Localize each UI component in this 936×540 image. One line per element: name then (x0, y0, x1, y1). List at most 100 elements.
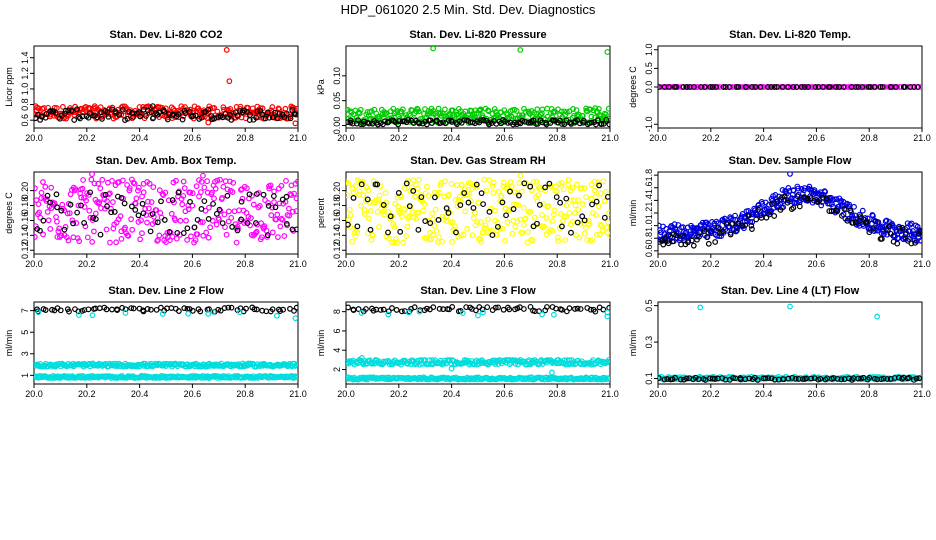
data-point (118, 236, 125, 242)
data-point (485, 216, 491, 223)
y-tick-label: 2 (332, 367, 342, 372)
data-point (915, 231, 922, 237)
data-point (224, 186, 231, 193)
data-point (793, 84, 800, 90)
data-point (198, 178, 205, 185)
x-tick-label: 20.6 (808, 259, 826, 269)
data-point (104, 203, 110, 210)
data-point (607, 232, 610, 239)
data-point (696, 233, 702, 240)
data-point (278, 215, 285, 222)
data-point (765, 375, 772, 381)
data-point (533, 178, 540, 185)
data-point (228, 304, 235, 311)
data-point (894, 240, 901, 247)
data-point (598, 222, 605, 229)
data-point (499, 225, 506, 232)
data-point (884, 376, 891, 382)
data-point (380, 211, 387, 218)
data-point (136, 104, 143, 110)
data-point (442, 178, 448, 185)
y-tick-label: 1.2 (644, 207, 654, 220)
data-point (588, 181, 595, 188)
data-point (189, 190, 196, 197)
y-tick-label: 1.6 (644, 182, 654, 195)
y-tick-label: 0.14 (332, 227, 342, 245)
data-point (35, 105, 42, 112)
data-point (295, 178, 298, 185)
data-point (531, 214, 538, 221)
data-point (219, 220, 226, 227)
data-point (389, 305, 395, 311)
data-point (513, 108, 520, 114)
y-tick-label: 7 (20, 308, 30, 313)
data-point (917, 237, 922, 244)
data-point (771, 213, 778, 219)
y-tick-label: 5 (20, 330, 30, 335)
data-point (468, 185, 475, 192)
data-point (243, 305, 249, 312)
data-point (58, 207, 65, 214)
x-tick-label: 21.0 (601, 133, 619, 143)
data-point (470, 215, 477, 221)
data-point (730, 375, 737, 381)
x-tick-label: 20.4 (131, 389, 149, 399)
data-point (128, 305, 135, 312)
data-point (701, 84, 708, 90)
data-point (484, 304, 491, 311)
data-point (139, 230, 145, 237)
data-point (286, 212, 293, 219)
data-point (883, 217, 890, 224)
data-point (269, 306, 276, 313)
x-tick-label: 21.0 (913, 133, 931, 143)
data-point (572, 202, 579, 209)
data-point (501, 237, 508, 244)
data-point (774, 198, 781, 205)
series-magenta (34, 172, 298, 246)
outlier-point (149, 103, 156, 110)
data-point (536, 201, 543, 208)
data-point (841, 206, 848, 212)
data-point (544, 105, 551, 112)
y-tick-label: 1.0 (644, 219, 654, 232)
data-point (152, 219, 159, 225)
data-point (812, 84, 819, 90)
outlier-point (787, 172, 793, 177)
data-point (520, 306, 527, 312)
data-point (805, 84, 811, 90)
data-point (36, 209, 42, 216)
data-point (473, 181, 480, 188)
data-point (146, 180, 153, 187)
data-point (259, 111, 266, 118)
data-point (589, 201, 595, 208)
data-point (826, 208, 833, 214)
data-point (92, 216, 99, 222)
data-point (581, 217, 588, 224)
data-point (185, 206, 192, 213)
data-point (768, 375, 775, 382)
data-point (564, 109, 570, 116)
data-point (129, 176, 135, 183)
x-tick-label: 20.0 (649, 133, 667, 143)
data-point (229, 224, 236, 230)
data-point (220, 104, 227, 111)
data-point (733, 227, 740, 234)
data-point (520, 222, 527, 228)
data-point (436, 305, 443, 312)
data-point (350, 195, 357, 201)
data-point (411, 304, 418, 311)
data-point (366, 120, 372, 127)
data-point (144, 219, 150, 226)
data-point (361, 211, 368, 217)
x-tick-label: 20.6 (496, 389, 514, 399)
data-point (264, 109, 271, 116)
data-point (44, 192, 51, 199)
data-point (428, 236, 435, 243)
data-point (35, 201, 42, 208)
data-point (508, 113, 515, 120)
data-point (589, 237, 596, 243)
data-point (365, 187, 372, 194)
data-point (180, 230, 187, 236)
x-tick-label: 20.0 (337, 389, 355, 399)
data-point (866, 229, 873, 236)
